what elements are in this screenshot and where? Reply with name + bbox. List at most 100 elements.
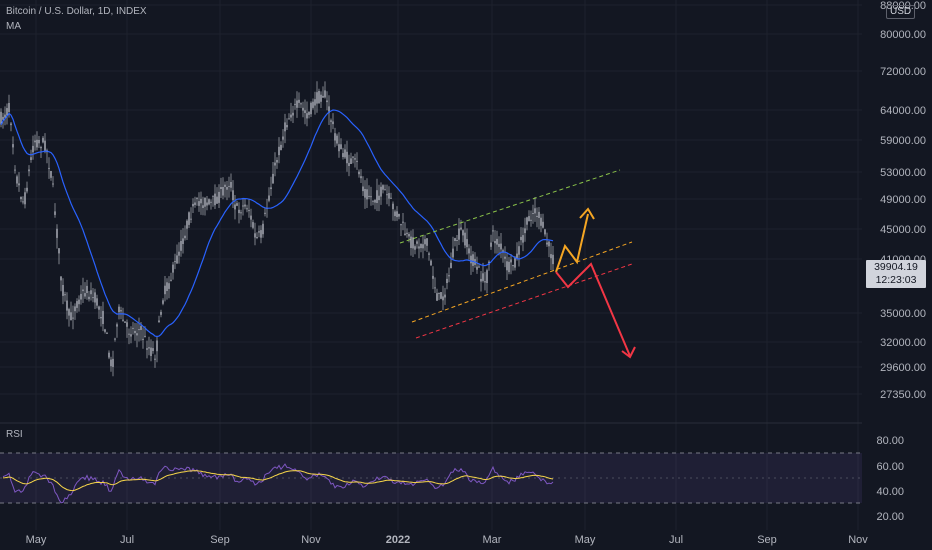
candle-body	[68, 309, 70, 316]
time-tick-label: Nov	[848, 534, 868, 546]
currency-button[interactable]: USD	[886, 5, 916, 19]
candle-body	[122, 319, 124, 321]
candle-body	[448, 275, 450, 277]
candle-body	[20, 197, 22, 200]
candle-body	[56, 228, 58, 238]
projection-arrows	[555, 207, 636, 359]
rsi-tick-label: 60.00	[876, 461, 904, 473]
candle-body	[418, 246, 420, 249]
candle-body	[536, 215, 538, 217]
candle-body	[136, 333, 138, 336]
candle-body	[374, 199, 376, 203]
price-axis[interactable]: 88000.0080000.0072000.0064000.0059000.00…	[880, 0, 926, 401]
candle-body	[534, 208, 536, 214]
candle-body	[396, 211, 398, 218]
candle-body	[180, 241, 182, 251]
candle-body	[550, 254, 552, 259]
candle-body	[244, 204, 246, 207]
candle-body	[176, 255, 178, 264]
candle-body	[170, 279, 172, 281]
candle-body	[406, 232, 408, 234]
candle-body	[84, 293, 86, 297]
candle-body	[464, 232, 466, 246]
candle-body	[88, 296, 90, 300]
candle-body	[202, 205, 204, 208]
candle-body	[232, 190, 234, 201]
candle-body	[254, 233, 256, 238]
moving-average-line	[0, 109, 554, 338]
candle-body	[4, 114, 6, 118]
candle-body	[268, 195, 270, 201]
rsi-indicator-label[interactable]: RSI	[6, 429, 23, 440]
rsi-pane	[0, 452, 862, 504]
candle-body	[320, 94, 322, 102]
price-tick-label: 72000.00	[880, 66, 926, 78]
price-tick-label: 32000.00	[880, 337, 926, 349]
candle-body	[12, 144, 14, 148]
candle-body	[310, 102, 312, 115]
time-tick-label: May	[26, 534, 47, 546]
candle-body	[304, 110, 306, 113]
candle-body	[428, 253, 430, 255]
candle-body	[490, 242, 492, 247]
candle-body	[360, 176, 362, 179]
candle-body	[408, 234, 410, 237]
candle-body	[290, 114, 292, 118]
candle-body	[458, 228, 460, 240]
symbol-title: Bitcoin / U.S. Dollar, 1D, INDEX	[6, 6, 147, 17]
candle-body	[132, 327, 134, 329]
rsi-tick-label: 40.00	[876, 486, 904, 498]
candle-body	[370, 196, 372, 198]
candle-body	[402, 221, 404, 223]
candle-body	[552, 254, 554, 265]
ma-indicator-label[interactable]: MA	[6, 21, 21, 32]
time-tick-label: Nov	[301, 534, 321, 546]
candle-body	[78, 299, 80, 305]
candle-body	[522, 235, 524, 243]
candle-body	[366, 189, 368, 200]
candle-body	[76, 301, 78, 308]
candle-body	[434, 287, 436, 289]
candle-body	[248, 210, 250, 212]
candle-body	[118, 306, 120, 313]
candle-body	[226, 187, 228, 190]
candle-body	[102, 310, 104, 324]
candle-body	[234, 204, 236, 210]
candle-body	[472, 254, 474, 266]
candle-body	[206, 202, 208, 206]
candle-body	[378, 195, 380, 201]
candle-body	[186, 220, 188, 229]
candle-body	[256, 237, 258, 238]
candle-body	[410, 236, 412, 248]
candle-body	[468, 248, 470, 254]
candle-body	[190, 218, 192, 220]
candle-body	[188, 212, 190, 225]
candle-body	[114, 338, 116, 340]
candle-body	[424, 239, 426, 245]
rsi-axis[interactable]: 80.00 60.00 40.00 20.00	[876, 435, 904, 523]
candle-body	[208, 199, 210, 205]
candle-body	[104, 329, 106, 332]
candle-body	[484, 281, 486, 283]
candle-body	[100, 317, 102, 319]
bar-countdown: 12:23:03	[875, 274, 917, 286]
candle-body	[14, 169, 16, 171]
candle-body	[50, 171, 52, 178]
time-axis[interactable]: May Jul Sep Nov 2022 Mar May Jul Sep Nov	[26, 534, 869, 546]
candle-body	[316, 92, 318, 104]
candle-body	[520, 236, 522, 241]
candle-body	[308, 111, 310, 115]
time-tick-label: May	[575, 534, 596, 546]
candle-body	[8, 103, 10, 112]
bullish-arrowhead	[579, 207, 595, 220]
candle-body	[48, 167, 50, 169]
candle-body	[336, 135, 338, 144]
candle-body	[242, 205, 244, 207]
candle-body	[438, 292, 440, 294]
candle-body	[200, 198, 202, 204]
candle-body	[300, 103, 302, 105]
candle-body	[466, 239, 468, 248]
time-tick-label: Sep	[210, 534, 230, 546]
candle-body	[36, 139, 38, 148]
